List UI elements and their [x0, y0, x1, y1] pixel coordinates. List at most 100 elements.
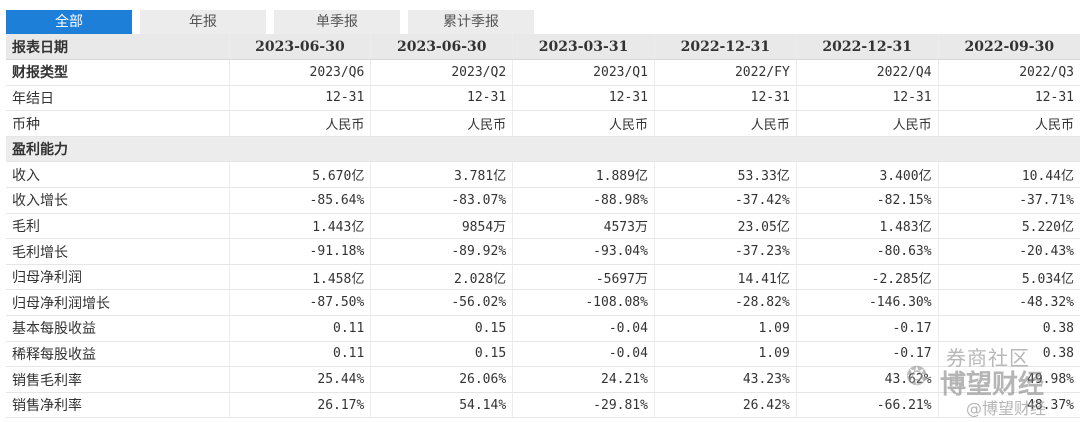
table-cell: 5.034亿: [937, 264, 1080, 291]
section-cell: [795, 136, 939, 163]
table-cell: 43.62%: [795, 366, 939, 393]
table-cell: 1.458亿: [228, 264, 371, 291]
table-cell: 2023/Q1: [512, 59, 655, 86]
table-cell: 26.42%: [653, 392, 797, 419]
table-cell: 1.483亿: [795, 213, 939, 240]
row-label: 财报类型: [6, 59, 230, 86]
header-date: 2023-06-30: [370, 34, 513, 61]
table-cell: -28.82%: [653, 289, 797, 317]
table-cell: -56.02%: [370, 289, 513, 317]
table-cell: 1.09: [653, 315, 797, 342]
header-date: 2023-03-31: [512, 34, 655, 61]
row-label: 币种: [6, 110, 230, 137]
section-cell: [370, 136, 513, 163]
table-row: 销售净利率 26.17% 54.14% -29.81% 26.42% -66.21% 48.…: [6, 392, 1080, 419]
table-cell: 3.400亿: [795, 161, 939, 189]
row-label: 毛利增长: [6, 238, 230, 265]
table-cell: -91.18%: [228, 238, 371, 265]
header-label: 报表日期: [6, 34, 230, 61]
table-cell: 2022/Q4: [795, 59, 939, 86]
table-cell: 2022/FY: [653, 59, 797, 86]
table-cell: 10.44亿: [937, 161, 1080, 189]
table-cell: 1.09: [653, 341, 797, 368]
table-row: 收入增长 -85.64% -83.07% -88.98% -37.42% -82.15% -…: [6, 187, 1080, 214]
table-cell: -29.81%: [512, 392, 655, 419]
table-cell: 人民币: [795, 110, 939, 137]
table-cell: 0.15: [370, 315, 513, 342]
table-cell: -87.50%: [228, 289, 371, 317]
table-cell: -48.32%: [937, 289, 1080, 317]
table-row: 销售毛利率 25.44% 26.06% 24.21% 43.23% 43.62% 49.98…: [6, 366, 1080, 393]
section-cell: [228, 136, 371, 163]
row-label: 收入增长: [6, 187, 230, 214]
table-row: 归母净利润 1.458亿 2.028亿 -5697万 14.41亿 -2.285亿 5.03…: [6, 264, 1080, 291]
table-cell: -108.08%: [512, 289, 655, 317]
table-cell: 人民币: [370, 110, 513, 137]
report-type-tabs: 全部 年报 单季报 累计季报: [6, 10, 534, 34]
table-cell: -0.04: [512, 315, 655, 342]
table-row: 稀释每股收益 0.11 0.15 -0.04 1.09 -0.17 0.38: [6, 341, 1080, 368]
table-cell: 2022/Q3: [937, 59, 1080, 86]
table-cell: 5.670亿: [228, 161, 371, 189]
table-cell: 0.38: [937, 341, 1080, 368]
table-cell: -0.17: [795, 341, 939, 368]
financial-table: 报表日期 2023-06-30 2023-06-30 2023-03-31 2022-1…: [6, 34, 1080, 419]
table-cell: -93.04%: [512, 238, 655, 265]
table-cell: 12-31: [937, 85, 1080, 112]
table-cell: -2.285亿: [795, 264, 939, 291]
section-cell: [512, 136, 655, 163]
table-cell: 26.17%: [228, 392, 371, 419]
table-cell: 2023/Q6: [228, 59, 371, 86]
table-cell: 0.38: [937, 315, 1080, 342]
table-cell: 12-31: [512, 85, 655, 112]
row-label: 盈利能力: [6, 136, 230, 163]
table-cell: -5697万: [512, 264, 655, 291]
row-label: 稀释每股收益: [6, 341, 230, 368]
table-cell: 54.14%: [370, 392, 513, 419]
row-label: 基本每股收益: [6, 315, 230, 342]
row-label: 销售净利率: [6, 392, 230, 419]
table-cell: 53.33亿: [653, 161, 797, 189]
header-date: 2022-12-31: [653, 34, 797, 61]
table-cell: -20.43%: [937, 238, 1080, 265]
table-cell: 0.11: [228, 315, 371, 342]
table-cell: 24.21%: [512, 366, 655, 393]
table-cell: 1.443亿: [228, 213, 371, 240]
table-cell: -83.07%: [370, 187, 513, 214]
row-label: 销售毛利率: [6, 366, 230, 393]
row-label: 归母净利润增长: [6, 289, 230, 317]
table-cell: -66.21%: [795, 392, 939, 419]
table-row: 币种 人民币 人民币 人民币 人民币 人民币 人民币: [6, 110, 1080, 137]
tab-cumulative-quarter[interactable]: 累计季报: [408, 10, 534, 34]
table-row: 年结日 12-31 12-31 12-31 12-31 12-31 12-31: [6, 85, 1080, 112]
table-cell: 0.11: [228, 341, 371, 368]
table-row: 基本每股收益 0.11 0.15 -0.04 1.09 -0.17 0.38: [6, 315, 1080, 342]
table-cell: 49.98%: [937, 366, 1080, 393]
table-row: 毛利增长 -91.18% -89.92% -93.04% -37.23% -80.63% -…: [6, 238, 1080, 265]
table-cell: 1.889亿: [512, 161, 655, 189]
table-cell: 12-31: [228, 85, 371, 112]
table-row: 财报类型 2023/Q6 2023/Q2 2023/Q1 2022/FY 2022/Q4 2…: [6, 59, 1080, 86]
table-cell: -0.17: [795, 315, 939, 342]
tab-annual[interactable]: 年报: [140, 10, 266, 34]
row-label: 年结日: [6, 85, 230, 112]
table-cell: -37.71%: [937, 187, 1080, 214]
section-row: 盈利能力: [6, 136, 1080, 163]
table-cell: -37.42%: [653, 187, 797, 214]
table-cell: 人民币: [228, 110, 371, 137]
row-label: 收入: [6, 161, 230, 189]
table-cell: 25.44%: [228, 366, 371, 393]
table-cell: 9854万: [370, 213, 513, 240]
table-cell: 12-31: [653, 85, 797, 112]
table-cell: 4573万: [512, 213, 655, 240]
row-label: 归母净利润: [6, 264, 230, 291]
tab-all[interactable]: 全部: [6, 10, 132, 34]
table-cell: -146.30%: [795, 289, 939, 317]
table-cell: 23.05亿: [653, 213, 797, 240]
table-cell: 43.23%: [653, 366, 797, 393]
table-cell: 3.781亿: [370, 161, 513, 189]
section-cell: [653, 136, 797, 163]
table-row: 归母净利润增长 -87.50% -56.02% -108.08% -28.82% -146…: [6, 289, 1080, 317]
tab-single-quarter[interactable]: 单季报: [274, 10, 400, 34]
table-cell: 0.15: [370, 341, 513, 368]
